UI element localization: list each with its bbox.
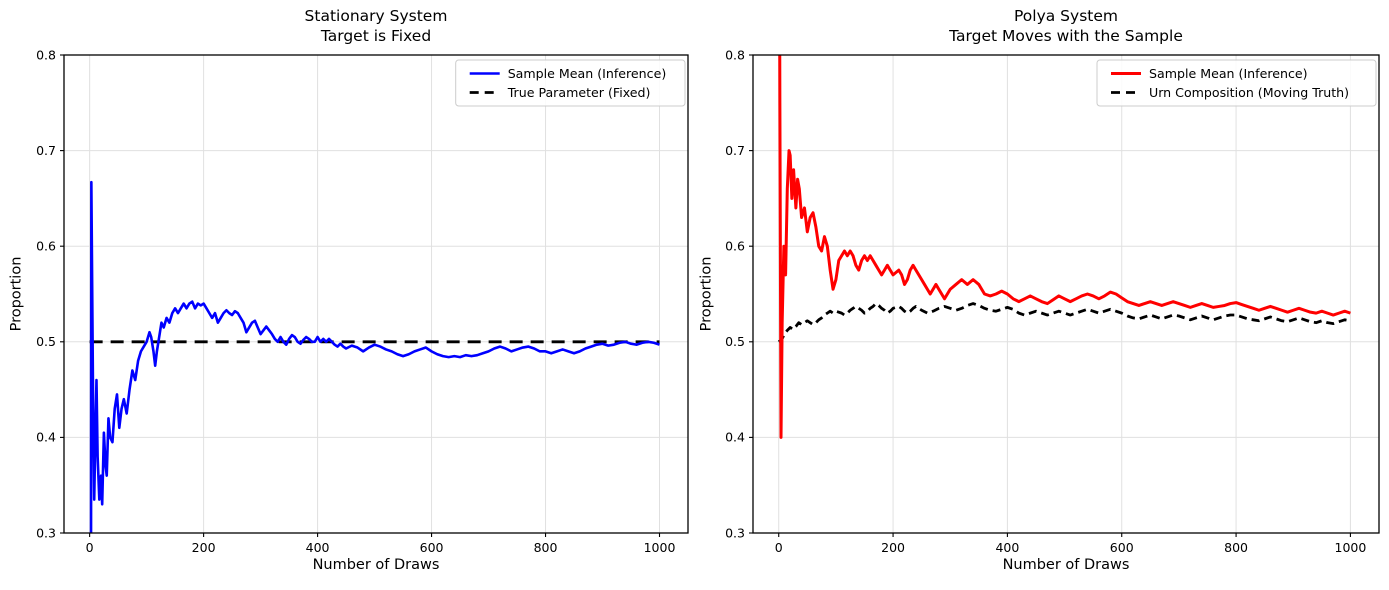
right-chart-title-line2: Target Moves with the Sample: [949, 27, 1183, 45]
right-legend: Sample Mean (Inference) Urn Composition (…: [1096, 59, 1377, 107]
right-y-tick-label: 0.8: [725, 47, 745, 62]
right-y-tick-label: 0.7: [725, 143, 745, 158]
left-legend: Sample Mean (Inference) True Parameter (F…: [455, 59, 686, 107]
left-axes-spines: [63, 54, 689, 534]
left-chart-title-line1: Stationary System: [304, 7, 448, 25]
right-y-tick-label: 0.5: [725, 334, 745, 349]
left-y-tick-label: 0.7: [36, 143, 56, 158]
right-legend-label: Urn Composition (Moving Truth): [1149, 85, 1349, 100]
left-y-tick-label: 0.8: [36, 47, 56, 62]
right-axes-spines: [752, 54, 1380, 534]
left-x-tick-label: 600: [420, 540, 444, 555]
left-y-tick-label: 0.4: [36, 430, 56, 445]
left-x-tick-label: 400: [306, 540, 330, 555]
left-series-sample-mean-inference--line: [89, 180, 660, 533]
right-y-tick-label: 0.4: [725, 430, 745, 445]
left-chart-title-line2: Target is Fixed: [320, 27, 432, 45]
left-y-tick-label: 0.5: [36, 334, 56, 349]
left-x-tick-label: 0: [86, 540, 94, 555]
left-x-axis-label: Number of Draws: [312, 557, 440, 573]
left-y-tick-label: 0.3: [36, 525, 56, 540]
right-x-tick-label: 200: [881, 540, 905, 555]
right-x-tick-label: 800: [1224, 540, 1248, 555]
right-y-tick-label: 0.6: [725, 239, 745, 254]
left-x-tick-label: 1000: [644, 540, 676, 555]
left-chart-title: Stationary System Target is Fixed: [64, 6, 688, 46]
left-x-tick-label: 200: [192, 540, 216, 555]
left-legend-label: Sample Mean (Inference): [508, 66, 667, 81]
right-x-tick-label: 0: [775, 540, 783, 555]
right-x-tick-label: 400: [995, 540, 1019, 555]
right-series-urn-composition-moving-truth--line: [777, 302, 1351, 343]
left-legend-label: True Parameter (Fixed): [507, 85, 651, 100]
right-x-tick-label: 600: [1110, 540, 1134, 555]
left-y-tick-label: 0.6: [36, 239, 56, 254]
left-x-tick-label: 800: [534, 540, 558, 555]
right-chart-title-line1: Polya System: [1014, 7, 1118, 25]
right-series-sample-mean-inference--line: [778, 55, 1351, 439]
right-x-tick-label: 1000: [1335, 540, 1367, 555]
right-chart-title: Polya System Target Moves with the Sampl…: [753, 6, 1379, 46]
right-x-axis-label: Number of Draws: [1002, 557, 1130, 573]
left-legend-box: [455, 59, 686, 107]
right-legend-box: [1096, 59, 1377, 107]
right-y-tick-label: 0.3: [725, 525, 745, 540]
right-legend-label: Sample Mean (Inference): [1149, 66, 1308, 81]
